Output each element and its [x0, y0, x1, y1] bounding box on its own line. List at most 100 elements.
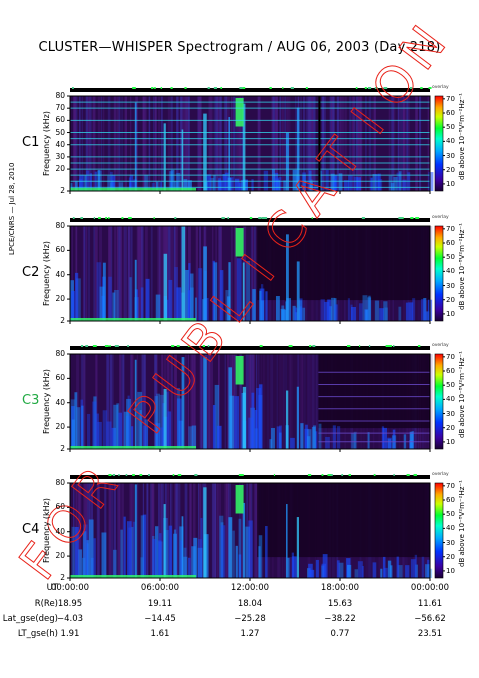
- low-freq-emission: [362, 295, 368, 321]
- colorbar-label: dB above 10⁻⁸V²m⁻²Hz⁻¹: [458, 222, 466, 310]
- low-freq-emission: [259, 290, 262, 321]
- ephemeris-value: 1.61: [150, 629, 170, 639]
- spectrogram-streak: [81, 354, 84, 449]
- low-freq-emission: [315, 559, 319, 578]
- overlay-mark: [160, 87, 163, 89]
- spectrogram-streak: [128, 226, 131, 321]
- spectrogram-streak: [295, 96, 297, 191]
- spectrogram-streak: [104, 483, 107, 578]
- overlay-mark: [273, 474, 276, 476]
- y-tick-label: 60: [55, 373, 65, 383]
- spectrogram-streak: [94, 226, 98, 321]
- low-freq-emission: [292, 305, 296, 321]
- y-tick-label: 2: [60, 444, 65, 453]
- low-freq-emission: [265, 291, 268, 321]
- low-freq-emission: [309, 569, 315, 578]
- spectrogram-streak: [199, 483, 202, 578]
- spectrogram-streak: [218, 226, 221, 321]
- overlay-mark: [368, 345, 371, 347]
- low-freq-emission: [327, 299, 331, 321]
- low-freq-emission: [142, 514, 147, 578]
- spectrogram-streak: [392, 96, 394, 191]
- spectrogram-streak: [165, 483, 167, 578]
- spectrogram-streak: [405, 96, 409, 191]
- spectrogram-streak: [147, 483, 149, 578]
- ephemeris-value: 1.91: [60, 629, 80, 639]
- y-tick-label: 2: [60, 186, 65, 195]
- spectrogram-streak: [150, 483, 153, 578]
- colorbar: [434, 482, 444, 579]
- low-freq-emission: [324, 301, 329, 321]
- colorbar-tick-label: 40: [446, 524, 455, 533]
- spectrogram-streak: [289, 96, 291, 191]
- low-freq-emission: [212, 405, 216, 449]
- low-freq-emission: [167, 411, 172, 449]
- spectrogram-streak: [158, 483, 160, 578]
- low-freq-emission: [131, 426, 134, 449]
- low-freq-emission: [336, 560, 340, 578]
- ephemeris-row-label: UT: [46, 583, 58, 593]
- overlay-mark: [80, 345, 84, 347]
- spectrogram-streak: [136, 354, 138, 449]
- spectrogram-streak: [251, 226, 254, 321]
- overlay-mark: [269, 87, 272, 89]
- emission-burst: [242, 262, 245, 321]
- low-freq-emission: [165, 391, 169, 449]
- overlay-mark: [125, 474, 128, 476]
- spectrogram-streak: [299, 354, 303, 449]
- low-freq-emission: [306, 436, 311, 449]
- low-freq-emission: [75, 181, 78, 191]
- low-freq-emission: [331, 297, 335, 321]
- spectrogram-streak: [427, 96, 430, 191]
- overlay-mark: [121, 217, 124, 219]
- low-freq-emission: [421, 298, 426, 321]
- low-freq-emission: [140, 287, 144, 321]
- spectrogram-streak: [216, 483, 219, 578]
- spectrogram-streak: [137, 483, 139, 578]
- low-freq-emission: [367, 297, 372, 321]
- spectrogram-streak: [239, 483, 241, 578]
- spectrogram-streak: [177, 483, 181, 578]
- spectrogram-streak: [113, 96, 117, 191]
- low-freq-emission: [214, 384, 220, 449]
- low-freq-emission: [112, 549, 117, 578]
- overlay-mark: [348, 474, 351, 476]
- ephemeris-value: 18:00:00: [320, 583, 360, 593]
- ephemeris-value: 12:00:00: [230, 583, 270, 593]
- ephemeris-row-label: Lat_gse(deg): [2, 614, 58, 624]
- low-freq-emission: [321, 563, 326, 578]
- colorbar-label: dB above 10⁻⁸V²m⁻²Hz⁻¹: [458, 479, 466, 567]
- spectrogram-streak: [269, 354, 271, 449]
- overlay-mark: [417, 345, 421, 347]
- spectrogram-streak: [159, 226, 161, 321]
- overlay-mark: [128, 217, 132, 219]
- overlay-mark: [148, 474, 150, 476]
- emission-burst: [163, 388, 167, 449]
- spectrogram-streak: [428, 96, 430, 191]
- low-freq-emission: [396, 556, 399, 578]
- spectrogram-streak: [179, 96, 182, 191]
- spectrogram-streak: [116, 226, 119, 321]
- spectrogram-streak: [301, 354, 304, 449]
- y-tick-label: 20: [55, 422, 65, 432]
- panel-label: C2: [22, 264, 40, 280]
- spectrogram-streak: [143, 354, 146, 449]
- low-freq-emission: [193, 537, 198, 578]
- spectrogram-streak: [148, 96, 151, 191]
- spectrogram-streak: [198, 483, 200, 578]
- y-tick-label: 30: [55, 151, 65, 161]
- spectrogram-streak: [161, 226, 163, 321]
- spectrogram-streak: [336, 96, 340, 191]
- low-freq-emission: [89, 173, 93, 191]
- spectrogram-streak: [125, 226, 128, 321]
- spectrogram-streak: [314, 354, 317, 449]
- low-freq-emission: [159, 182, 163, 191]
- low-freq-emission: [361, 566, 364, 578]
- overlay-mark: [187, 345, 190, 347]
- low-freq-emission: [279, 425, 283, 449]
- low-freq-emission: [382, 427, 387, 449]
- low-freq-emission: [159, 394, 164, 449]
- low-freq-emission: [234, 396, 240, 449]
- spectrogram-streak: [313, 96, 316, 191]
- low-freq-emission: [396, 172, 401, 191]
